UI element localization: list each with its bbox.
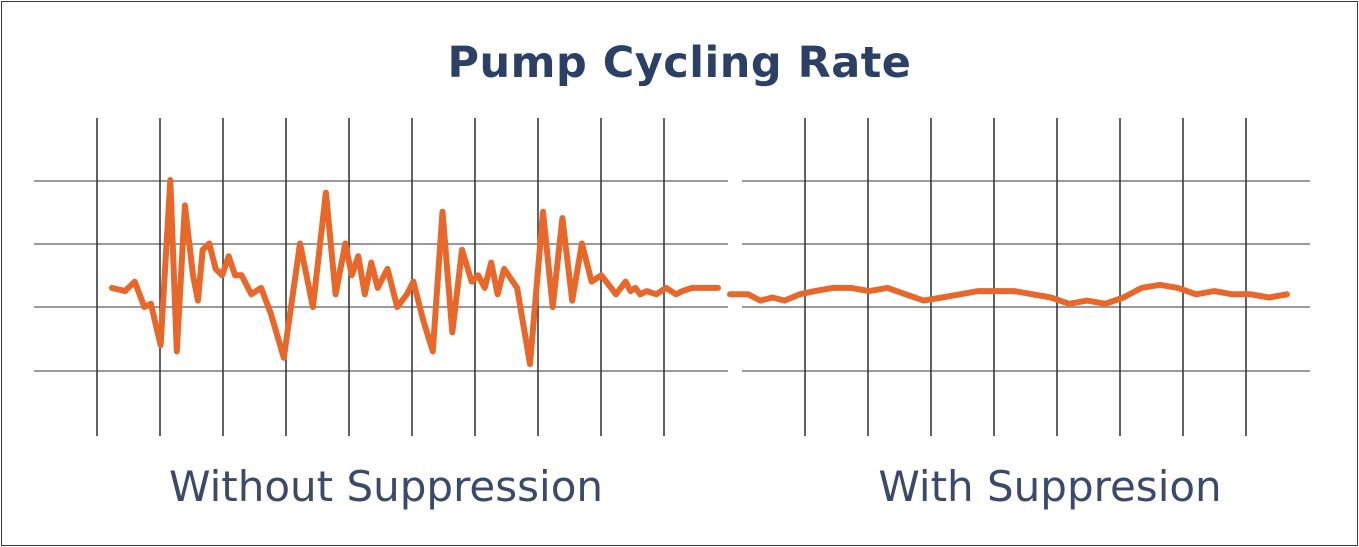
label-with-suppression: With Suppresion xyxy=(878,462,1222,511)
series-line-pump-cycling xyxy=(109,177,721,368)
panel-without-suppression xyxy=(34,118,728,436)
series-line-pump-cycling xyxy=(727,281,1290,307)
label-without-suppression: Without Suppression xyxy=(168,462,604,511)
panel-with-suppression xyxy=(727,118,1310,436)
chart-title: Pump Cycling Rate xyxy=(447,38,912,88)
